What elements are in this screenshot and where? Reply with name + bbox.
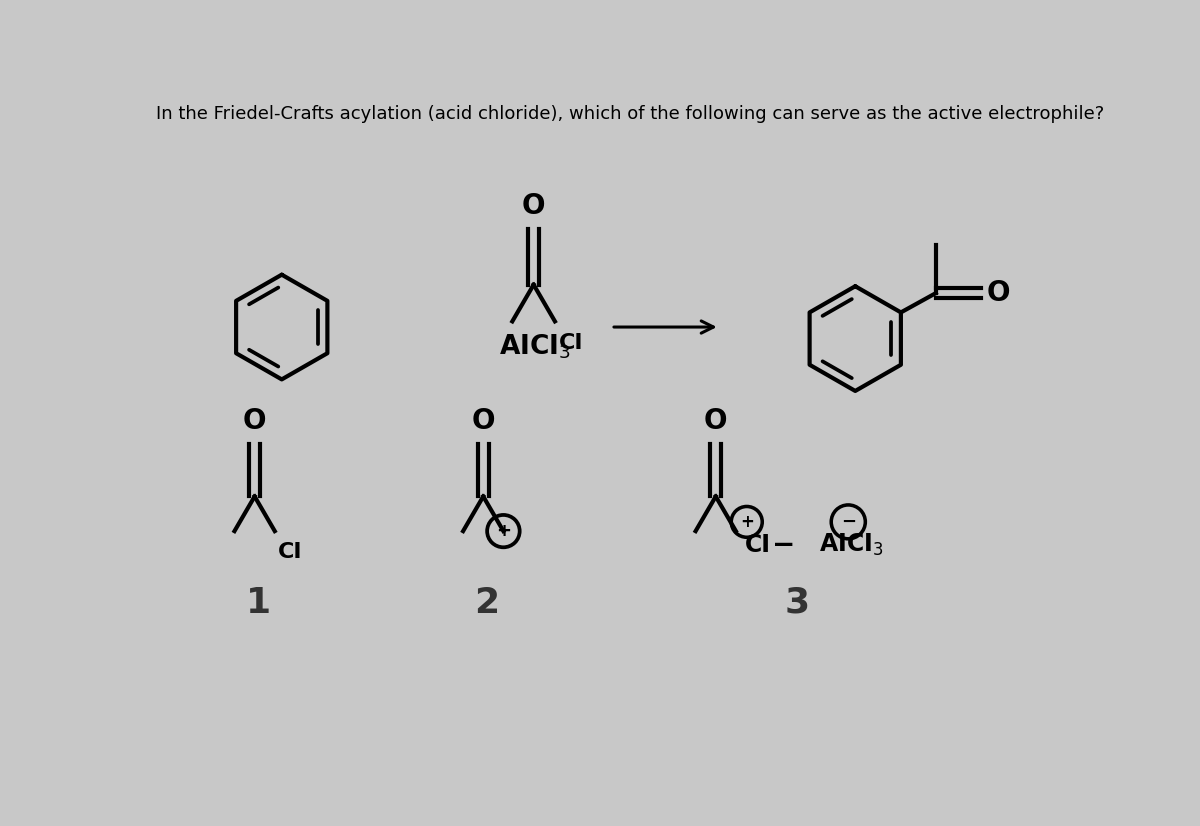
Text: −: −	[841, 513, 856, 531]
Text: In the Friedel-Crafts acylation (acid chloride), which of the following can serv: In the Friedel-Crafts acylation (acid ch…	[156, 105, 1104, 123]
Text: 2: 2	[474, 586, 499, 620]
Text: O: O	[522, 192, 545, 220]
Text: CI: CI	[278, 542, 302, 562]
Text: CI: CI	[745, 533, 772, 557]
Text: 3: 3	[785, 586, 810, 620]
Text: CI: CI	[559, 333, 583, 353]
Text: +: +	[496, 522, 511, 540]
Text: +: +	[740, 513, 754, 531]
Text: AICI$_3$: AICI$_3$	[818, 532, 883, 558]
Text: O: O	[986, 279, 1010, 307]
Text: O: O	[704, 407, 727, 434]
Text: AICI$_3$: AICI$_3$	[499, 332, 571, 361]
Text: O: O	[472, 407, 496, 434]
Text: O: O	[242, 407, 266, 434]
Text: −: −	[773, 531, 796, 559]
Text: 1: 1	[246, 586, 271, 620]
